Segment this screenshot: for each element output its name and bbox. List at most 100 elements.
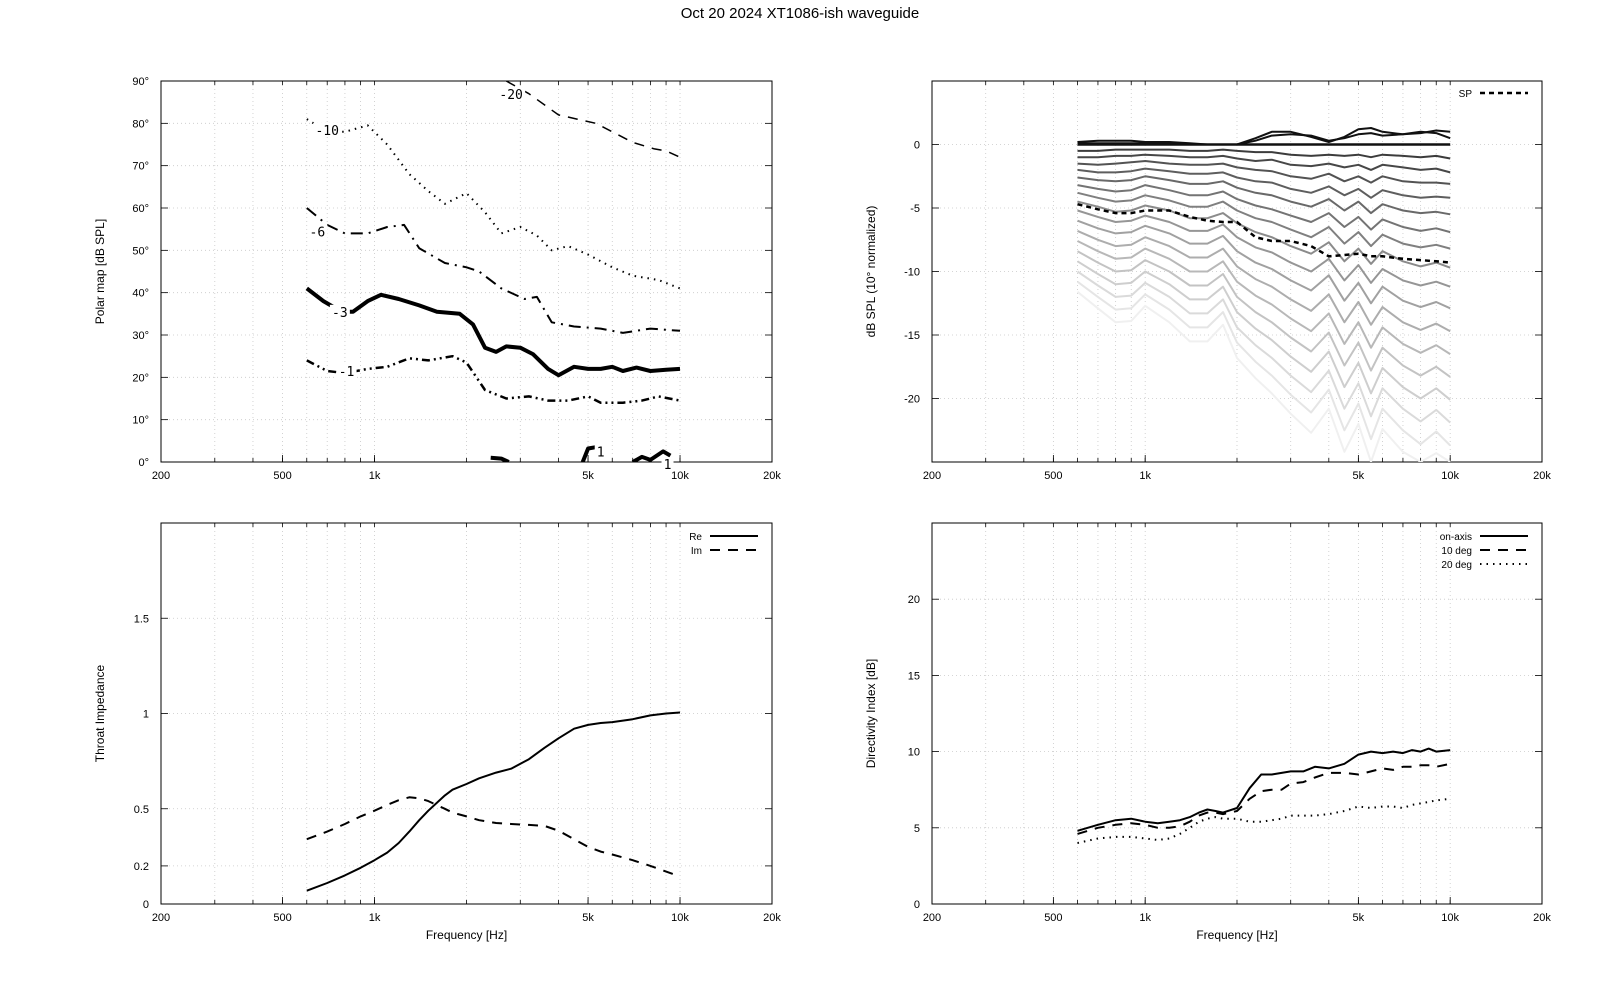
impedance-panel: 0 0.2 0.5 1 1.5 200 500 1k 5k 10k 20k Throat Impeda… xyxy=(93,522,781,942)
di-ytick-label: 20 xyxy=(908,594,920,606)
legend-sp-label: SP xyxy=(1459,89,1473,100)
contour-label: -20 xyxy=(499,88,522,103)
spl-series-line-13 xyxy=(1077,229,1451,333)
spl-xtick-label: 500 xyxy=(1044,470,1062,482)
contour-line-2 xyxy=(306,207,681,334)
impedance-plot-area xyxy=(306,711,681,892)
spl-series-line-11 xyxy=(1077,209,1451,288)
impedance-ytick-label: 0.5 xyxy=(134,804,149,816)
spl-ylabel: dB SPL (10° normalized) xyxy=(864,206,878,338)
spl-series-line-14 xyxy=(1077,240,1451,355)
di-legend-label: on-axis xyxy=(1440,532,1472,543)
polar-xtick-label: 10k xyxy=(671,470,689,482)
spl-ytick-label: -15 xyxy=(904,330,920,342)
di-xlabel: Frequency [Hz] xyxy=(1196,928,1277,942)
spl-series-line-15 xyxy=(1077,250,1451,378)
di-xtick-label: 200 xyxy=(923,912,941,924)
spl-series-line-4 xyxy=(1077,153,1451,174)
di-ytick-label: 0 xyxy=(914,899,920,911)
polar-xtick-label: 1k xyxy=(369,470,381,482)
spl-series-line-12 xyxy=(1077,219,1451,310)
contour-label-bg xyxy=(336,364,357,379)
spl-xtick-label: 20k xyxy=(1533,470,1551,482)
contour-label: -3 xyxy=(332,306,348,321)
polar-plot-area xyxy=(305,81,681,462)
contour-line-4 xyxy=(306,354,681,404)
polar-ytick-label: 80° xyxy=(132,118,149,130)
contour-label-bg xyxy=(497,86,526,101)
impedance-legend-label: Im xyxy=(691,546,702,557)
spl-series-line-3 xyxy=(1077,148,1451,160)
impedance-ytick-label: 1.5 xyxy=(134,613,149,625)
polar-ytick-label: 50° xyxy=(132,245,149,257)
di-ylabel: Directivity Index [dB] xyxy=(864,659,878,768)
contour-line-5 xyxy=(490,455,510,462)
di-plot-area xyxy=(1077,747,1451,844)
impedance-grid xyxy=(160,523,773,905)
di-legend-label: 10 deg xyxy=(1441,546,1472,557)
di-xtick-label: 1k xyxy=(1139,912,1151,924)
spl-xtick-label: 1k xyxy=(1139,470,1151,482)
spl-grid xyxy=(931,81,1543,462)
polar-ytick-label: 30° xyxy=(132,330,149,342)
di-ytick-label: 5 xyxy=(914,823,920,835)
polar-ytick-label: 90° xyxy=(132,76,149,88)
spl-series-line-1 xyxy=(1077,130,1451,146)
spl-series-line-0 xyxy=(1077,127,1451,146)
contour-label-bg xyxy=(307,224,328,239)
impedance-series-line-1 xyxy=(306,796,681,878)
spl-panel: 0 -5 -10 -15 -20 200 500 1k 5k 10k 20k dB SPL (10° … xyxy=(864,80,1551,482)
impedance-legend-label: Re xyxy=(689,532,702,543)
impedance-xtick-label: 200 xyxy=(152,912,170,924)
impedance-xtick-label: 1k xyxy=(369,912,381,924)
contour-line-0 xyxy=(505,81,681,158)
di-xtick-label: 10k xyxy=(1441,912,1459,924)
spl-ytick-label: -5 xyxy=(910,203,920,215)
impedance-ytick-label: 1 xyxy=(143,709,149,721)
contour-label-bg xyxy=(594,444,607,459)
polar-ylabel: Polar map [dB SPL] xyxy=(93,219,107,324)
impedance-ytick-label: 0.2 xyxy=(134,861,149,873)
contour-label: 1 xyxy=(597,446,605,461)
polar-xtick-label: 200 xyxy=(152,470,170,482)
contour-label-bg xyxy=(329,304,350,319)
spl-frame xyxy=(931,80,1543,463)
spl-ytick-label: -20 xyxy=(904,394,920,406)
spl-series-line-7 xyxy=(1077,175,1451,216)
spl-xtick-label: 10k xyxy=(1441,470,1459,482)
spl-series-line-17 xyxy=(1076,270,1451,424)
polar-xtick-label: 500 xyxy=(273,470,291,482)
spl-xtick-label: 200 xyxy=(923,470,941,482)
di-series-line-2 xyxy=(1077,797,1451,844)
polar-frame xyxy=(160,80,773,463)
polar-xtick-label: 20k xyxy=(763,470,781,482)
contour-line-3 xyxy=(305,286,681,378)
polar-xtick-label: 5k xyxy=(582,470,594,482)
sp-line xyxy=(1077,202,1451,264)
impedance-xtick-label: 10k xyxy=(671,912,689,924)
di-xtick-label: 5k xyxy=(1353,912,1365,924)
spl-series-line-5 xyxy=(1077,160,1451,185)
spl-series-line-19 xyxy=(1076,291,1451,462)
spl-ytick-label: -10 xyxy=(904,267,920,279)
spl-series-line-9 xyxy=(1077,191,1451,250)
impedance-series-line-0 xyxy=(306,711,681,892)
polar-ytick-label: 70° xyxy=(132,161,149,173)
spl-xtick-label: 5k xyxy=(1353,470,1365,482)
directivity-panel: 0 5 10 15 20 200 500 1k 5k 10k 20k Directivity Inde… xyxy=(864,522,1551,942)
di-legend-label: 20 deg xyxy=(1441,560,1472,571)
di-xtick-label: 500 xyxy=(1044,912,1062,924)
di-grid xyxy=(931,523,1543,905)
spl-ytick-label: 0 xyxy=(914,140,920,152)
spl-series-line-18 xyxy=(1076,280,1451,447)
polar-ytick-label: 60° xyxy=(132,203,149,215)
impedance-xtick-label: 500 xyxy=(273,912,291,924)
polar-ytick-label: 0° xyxy=(138,457,149,469)
polar-map-panel: 0°10°20°30°40°50°60°70°80°90°200 500 1k 5k 1… xyxy=(93,76,781,482)
contour-label: 1 xyxy=(664,458,672,473)
contour-label-bg xyxy=(313,122,342,137)
di-xtick-label: 20k xyxy=(1533,912,1551,924)
di-frame xyxy=(931,522,1543,905)
di-ytick-label: 10 xyxy=(908,747,920,759)
